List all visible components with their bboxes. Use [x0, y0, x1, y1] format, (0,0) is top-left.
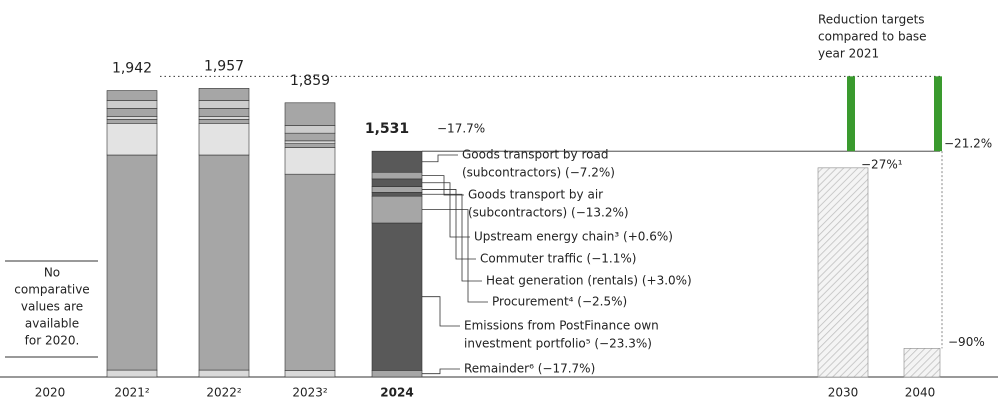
segment-label: Commuter traffic (−1.1%): [480, 252, 636, 266]
segment-label: Heat generation (rentals) (+3.0%): [486, 274, 692, 288]
bar-segment: [371, 186, 423, 193]
bar-segment: [371, 171, 423, 180]
x-tick-label: 2023²: [292, 386, 328, 400]
x-tick-label: 2040: [905, 386, 936, 400]
bar-segment: [106, 369, 158, 378]
total-label: 1,942: [112, 61, 152, 77]
total-label: 1,859: [290, 73, 330, 89]
bar-segment: [198, 369, 250, 378]
achieved-bar: [934, 76, 942, 152]
segment-label: Upstream energy chain³ (+0.6%): [474, 230, 673, 244]
segment-label: Remainder⁶ (−17.7%): [464, 362, 595, 376]
x-tick-label: 2030: [828, 386, 859, 400]
x-tick-label: 2021²: [114, 386, 150, 400]
bar-segment: [106, 108, 158, 117]
bar-segment: [284, 125, 336, 134]
note: for 2020.: [25, 334, 80, 348]
leader-line: [422, 182, 470, 238]
bar-segment: [198, 119, 250, 124]
leader-line: [422, 368, 460, 375]
achieved-label: −21.2%: [944, 137, 992, 151]
bar-segment: [371, 195, 423, 224]
bar-segment: [371, 192, 423, 197]
target-bar: [903, 348, 941, 378]
note: comparative: [14, 283, 89, 297]
bar-segment: [106, 154, 158, 371]
bar-segment: [198, 100, 250, 109]
bar-segment: [371, 222, 423, 371]
total-label: 1,957: [204, 58, 244, 74]
note: available: [25, 317, 79, 331]
bar-segment: [371, 370, 423, 378]
bar-segment: [198, 154, 250, 371]
target-title: compared to base: [818, 30, 927, 44]
segment-label: Procurement⁴ (−2.5%): [492, 295, 627, 309]
target-label: −90%: [948, 335, 985, 349]
note: No: [44, 266, 60, 280]
leader-line: [422, 189, 476, 260]
target-title: Reduction targets: [818, 13, 925, 27]
leader-line: [422, 175, 464, 196]
bar-segment: [284, 143, 336, 148]
leader-line: [422, 296, 460, 327]
segment-label: (subcontractors) (−7.2%): [462, 166, 615, 180]
target-label: −27%¹: [861, 158, 903, 172]
bar-segment: [284, 370, 336, 378]
leader-line: [422, 193, 482, 282]
bar-segment: [284, 173, 336, 371]
total-label: 1,531: [365, 121, 409, 137]
bar-segment: [198, 108, 250, 117]
target-title: year 2021: [818, 47, 879, 61]
bar-segment: [106, 119, 158, 124]
bar-segment: [106, 116, 158, 120]
bar-segment: [198, 88, 250, 101]
note: values are: [21, 300, 83, 314]
bar-segment: [106, 123, 158, 156]
segment-label: (subcontractors) (−13.2%): [468, 206, 629, 220]
x-tick-label: 2024: [380, 386, 413, 400]
segment-label: Goods transport by road: [462, 148, 608, 162]
achieved-bar: [847, 76, 855, 152]
change-label: −17.7%: [437, 122, 485, 136]
leader-line: [422, 209, 488, 303]
bar-segment: [284, 147, 336, 175]
x-tick-label: 2022²: [206, 386, 242, 400]
bar-segment: [284, 102, 336, 126]
leader-line: [422, 154, 458, 163]
bar-segment: [106, 100, 158, 109]
segment-label: Emissions from PostFinance own: [464, 319, 659, 333]
bar-segment: [198, 123, 250, 156]
bar-segment: [198, 116, 250, 120]
bar-segment: [371, 150, 423, 173]
bar-segment: [284, 132, 336, 142]
bar-segment: [284, 140, 336, 144]
bar-segment: [106, 90, 158, 101]
segment-label: investment portfolio⁵ (−23.3%): [464, 337, 652, 351]
target-bar: [817, 167, 869, 378]
x-tick-label: 2020: [35, 386, 66, 400]
bar-segment: [371, 178, 423, 187]
segment-label: Goods transport by air: [468, 188, 603, 202]
